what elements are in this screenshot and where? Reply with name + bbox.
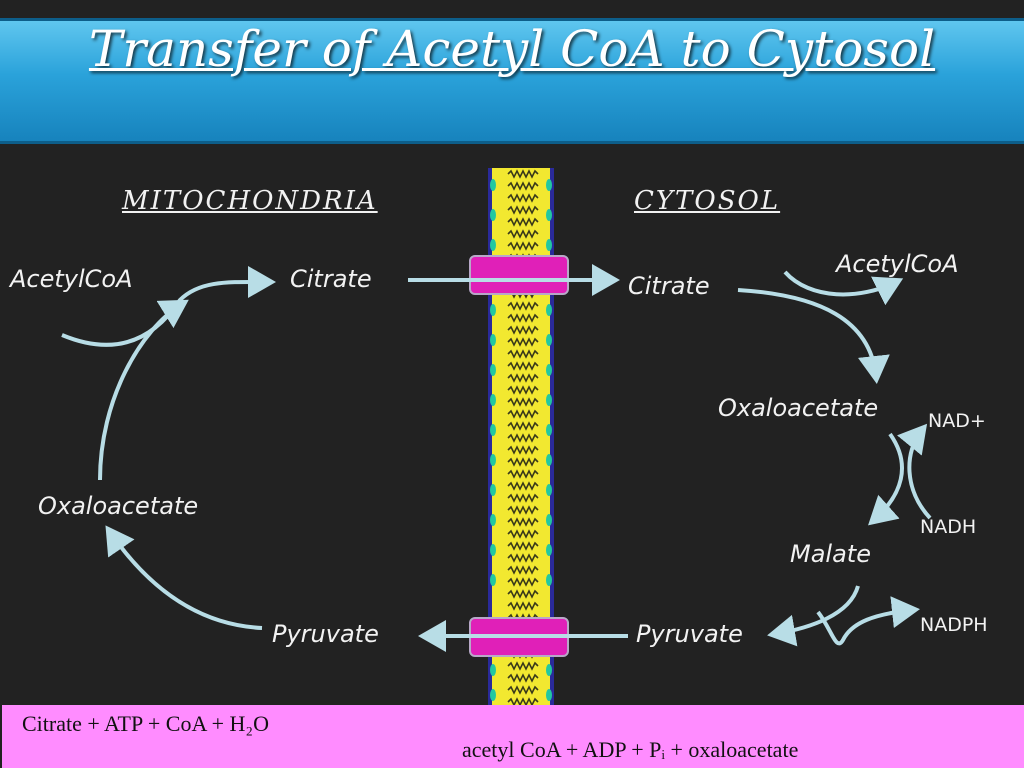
oxaloacetate-to-malate-arrow (868, 432, 904, 526)
citrate-to-acetylcoa-arrow (783, 270, 904, 306)
nadh-to-nad-arrow (896, 423, 932, 520)
malate-to-pyruvate-arrow (767, 585, 860, 647)
title-banner (0, 18, 1024, 144)
equation-reactants: Citrate + ATP + CoA + H₂O (22, 711, 269, 736)
mitochondria-header: MITOCHONDRIA (122, 186, 378, 216)
cytosol-header: CYTOSOL (634, 186, 781, 216)
nad-plus-label: NAD+ (928, 410, 986, 432)
mito-citrate-label: Citrate (290, 265, 372, 293)
malate-label: Malate (790, 540, 871, 568)
page-title: Transfer of Acetyl CoA to Cytosol (88, 20, 936, 78)
nadh-label: NADH (920, 516, 977, 538)
cyto-oxaloacetate-label: Oxaloacetate (718, 394, 879, 422)
reaction-equation: Citrate + ATP + CoA + H₂O acetyl CoA + A… (2, 705, 1024, 768)
cyto-citrate-label: Citrate (628, 272, 710, 300)
oxaloacetate-to-citrate-arrow (98, 299, 189, 481)
cyto-pyruvate-label: Pyruvate (636, 620, 743, 648)
citrate-to-oxaloacetate-arrow (737, 288, 890, 384)
mito-acetylcoa-label: AcetylCoA (10, 265, 133, 293)
mito-oxaloacetate-label: Oxaloacetate (38, 492, 199, 520)
nadph-label: NADPH (920, 614, 988, 636)
citrate-transporter (469, 255, 569, 295)
equation-products: acetyl CoA + ADP + Pᵢ + oxaloacetate (462, 737, 799, 762)
pyruvate-to-oxaloacetate-arrow (105, 525, 263, 630)
nadp-to-nadph-arrow (816, 596, 920, 646)
mito-pyruvate-label: Pyruvate (272, 620, 379, 648)
cyto-acetylcoa-label: AcetylCoA (836, 250, 959, 278)
